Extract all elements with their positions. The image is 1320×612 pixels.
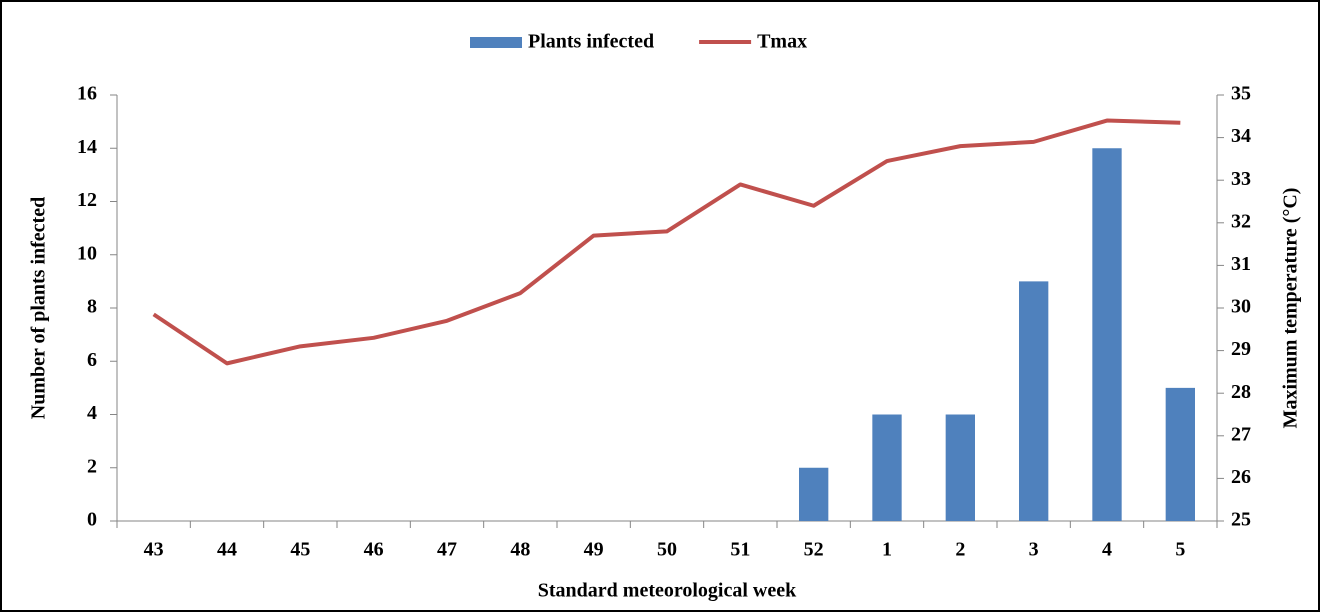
x-tick-label: 52 — [804, 539, 824, 561]
y-tick-label: 6 — [87, 349, 97, 371]
y-tick-label: 0 — [87, 509, 97, 531]
x-tick-label: 46 — [364, 539, 384, 561]
y2-tick-label: 29 — [1231, 338, 1251, 360]
y-tick-label: 4 — [87, 402, 97, 424]
y2-tick-label: 25 — [1231, 509, 1251, 531]
y2-tick-label: 35 — [1231, 83, 1251, 105]
y2-tick-label: 34 — [1231, 125, 1251, 147]
y2-tick-label: 28 — [1231, 381, 1251, 403]
y2-tick-label: 33 — [1231, 168, 1251, 190]
x-tick-label: 3 — [1029, 539, 1039, 561]
bar — [799, 467, 829, 521]
y-tick-label: 16 — [77, 83, 97, 105]
legend-swatch — [470, 37, 522, 48]
line — [152, 118, 1181, 366]
x-tick-label: 48 — [510, 539, 530, 561]
y-tick-label: 8 — [87, 296, 97, 318]
bar — [872, 414, 902, 521]
y2-axis-title: Maximum temperature (°C) — [1280, 188, 1302, 429]
x-tick-label: 47 — [437, 539, 457, 561]
x-tick-label: 44 — [217, 539, 237, 561]
y-tick-label: 10 — [77, 242, 97, 264]
bar — [1092, 148, 1122, 521]
legend-label: Tmax — [757, 31, 807, 53]
x-tick-label: 5 — [1175, 539, 1185, 561]
y2-tick-label: 32 — [1231, 210, 1251, 232]
x-tick-label: 4 — [1102, 539, 1112, 561]
bar — [1019, 281, 1049, 521]
y-tick-label: 2 — [87, 455, 97, 477]
y2-tick-label: 31 — [1231, 253, 1251, 275]
legend-label: Plants infected — [528, 31, 654, 53]
x-axis-title: Standard meteorological week — [538, 580, 797, 602]
y2-tick-label: 27 — [1231, 423, 1251, 445]
y2-tick-label: 26 — [1231, 466, 1251, 488]
x-tick-label: 49 — [584, 539, 604, 561]
y2-tick-label: 30 — [1231, 296, 1251, 318]
y-tick-label: 14 — [77, 136, 97, 158]
x-tick-label: 45 — [290, 539, 310, 561]
y-axis-title: Number of plants infected — [28, 197, 50, 419]
bar — [1165, 387, 1195, 521]
x-tick-label: 1 — [882, 539, 892, 561]
y-tick-label: 12 — [77, 189, 97, 211]
x-tick-label: 51 — [730, 539, 750, 561]
x-tick-label: 43 — [144, 539, 164, 561]
x-tick-label: 2 — [955, 539, 965, 561]
x-tick-label: 50 — [657, 539, 677, 561]
bar — [945, 414, 975, 521]
